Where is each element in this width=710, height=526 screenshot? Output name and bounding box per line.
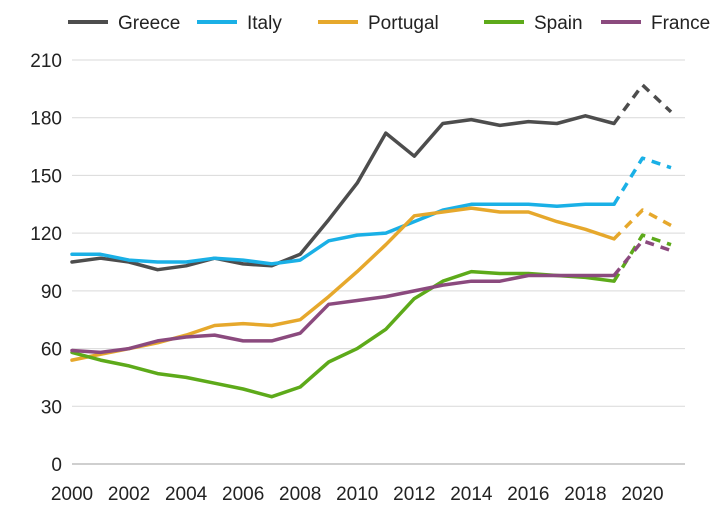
legend-item-france: France (601, 13, 710, 34)
legend-label: Portugal (368, 13, 439, 34)
series-lines (70, 83, 673, 399)
y-tick-label: 210 (30, 51, 62, 72)
y-tick-label: 0 (51, 455, 62, 476)
x-tick-label: 2014 (450, 484, 493, 505)
x-tick-label: 2000 (51, 484, 93, 505)
x-tick-label: 2004 (165, 484, 208, 505)
series-projection-spain (612, 233, 672, 283)
legend-label: Greece (118, 13, 180, 34)
legend: Greece Italy Portugal Spain France (68, 13, 710, 34)
legend-label: Italy (247, 13, 282, 34)
gridlines (72, 59, 685, 407)
y-tick-label: 30 (41, 397, 62, 418)
y-tick-label: 90 (41, 282, 62, 303)
x-tick-label: 2020 (621, 484, 663, 505)
x-tick-label: 2016 (507, 484, 549, 505)
x-tick-label: 2006 (222, 484, 264, 505)
legend-label: France (651, 13, 710, 34)
legend-item-spain: Spain (484, 13, 583, 34)
legend-label: Spain (534, 13, 583, 34)
legend-item-italy: Italy (197, 13, 282, 34)
series-line-italy (70, 202, 616, 266)
legend-item-greece: Greece (68, 13, 180, 34)
y-tick-label: 120 (30, 224, 62, 245)
series-line-greece (70, 114, 616, 272)
series-projection-italy (612, 156, 672, 206)
y-tick-label: 150 (30, 166, 62, 187)
x-tick-label: 2010 (336, 484, 378, 505)
series-line-france (70, 273, 616, 355)
series-line-portugal (70, 206, 616, 362)
x-tick-label: 2018 (564, 484, 606, 505)
x-tick-label: 2008 (279, 484, 321, 505)
y-tick-label: 60 (41, 340, 62, 361)
y-tick-labels: 0 30 60 90 120 150 180 210 (30, 51, 62, 476)
x-tick-label: 2012 (393, 484, 435, 505)
series-line-spain (70, 269, 616, 399)
x-tick-label: 2002 (108, 484, 150, 505)
x-tick-labels: 2000 2002 2004 2006 2008 2010 2012 2014 2016 2018… (51, 484, 664, 505)
y-tick-label: 180 (30, 109, 62, 130)
series-projection-france (612, 239, 672, 277)
legend-item-portugal: Portugal (318, 13, 439, 34)
series-projection-portugal (612, 208, 672, 241)
